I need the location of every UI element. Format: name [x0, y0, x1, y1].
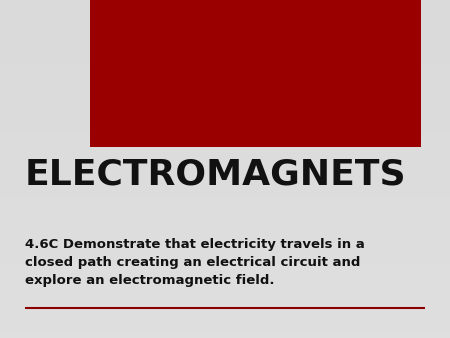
Text: 4.6C Demonstrate that electricity travels in a
closed path creating an electrica: 4.6C Demonstrate that electricity travel…	[25, 238, 364, 287]
Bar	[90, 0, 421, 147]
Text: ELECTROMAGNETS: ELECTROMAGNETS	[25, 157, 406, 191]
